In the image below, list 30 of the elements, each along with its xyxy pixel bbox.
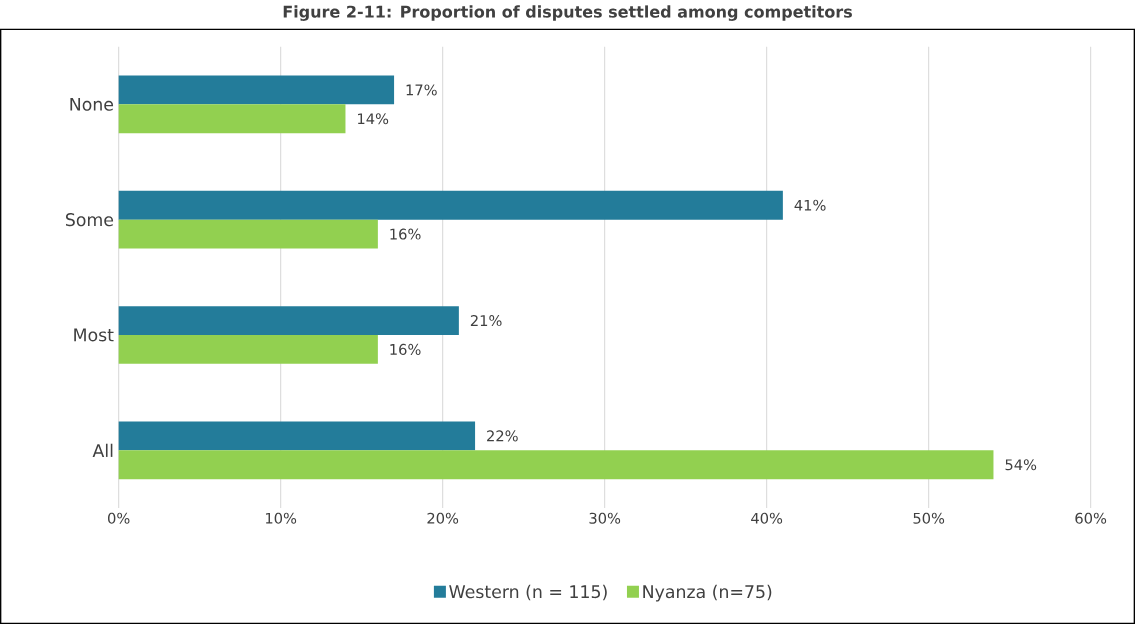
data-label: 22% (487, 430, 518, 442)
data-label: 14% (358, 113, 389, 125)
data-label: 21% (470, 315, 502, 327)
x-tick-label: 0% (108, 512, 130, 524)
data-label: 54% (1005, 459, 1037, 471)
data-label: 16% (390, 228, 421, 240)
y-tick-label: None (70, 97, 114, 111)
bar (118, 334, 378, 364)
x-tick-label: 40% (751, 512, 783, 524)
y-tick-label: Most (74, 328, 114, 342)
bar (118, 421, 476, 451)
bar (118, 104, 346, 134)
bar (118, 75, 395, 105)
data-label: 17% (406, 84, 437, 96)
data-label: 16% (390, 343, 421, 355)
x-tick-label: 50% (913, 512, 945, 524)
x-tick-label: 30% (589, 512, 621, 524)
bar (118, 190, 783, 220)
bar (118, 219, 378, 249)
x-tick-label: 10% (265, 512, 297, 524)
legend-label: Nyanza (n=75) (643, 584, 772, 602)
y-tick-label: Some (65, 213, 114, 227)
bar (118, 450, 994, 480)
x-tick-label: 60% (1075, 512, 1107, 524)
data-label: 41% (794, 199, 826, 211)
bar (118, 306, 459, 335)
x-tick-label: 20% (427, 512, 459, 524)
chart-title: Figure 2-11: Proportion of disputes settled among competitors (283, 5, 852, 21)
legend-label: Western (n = 115) (449, 584, 607, 601)
y-tick-label: All (92, 443, 113, 457)
